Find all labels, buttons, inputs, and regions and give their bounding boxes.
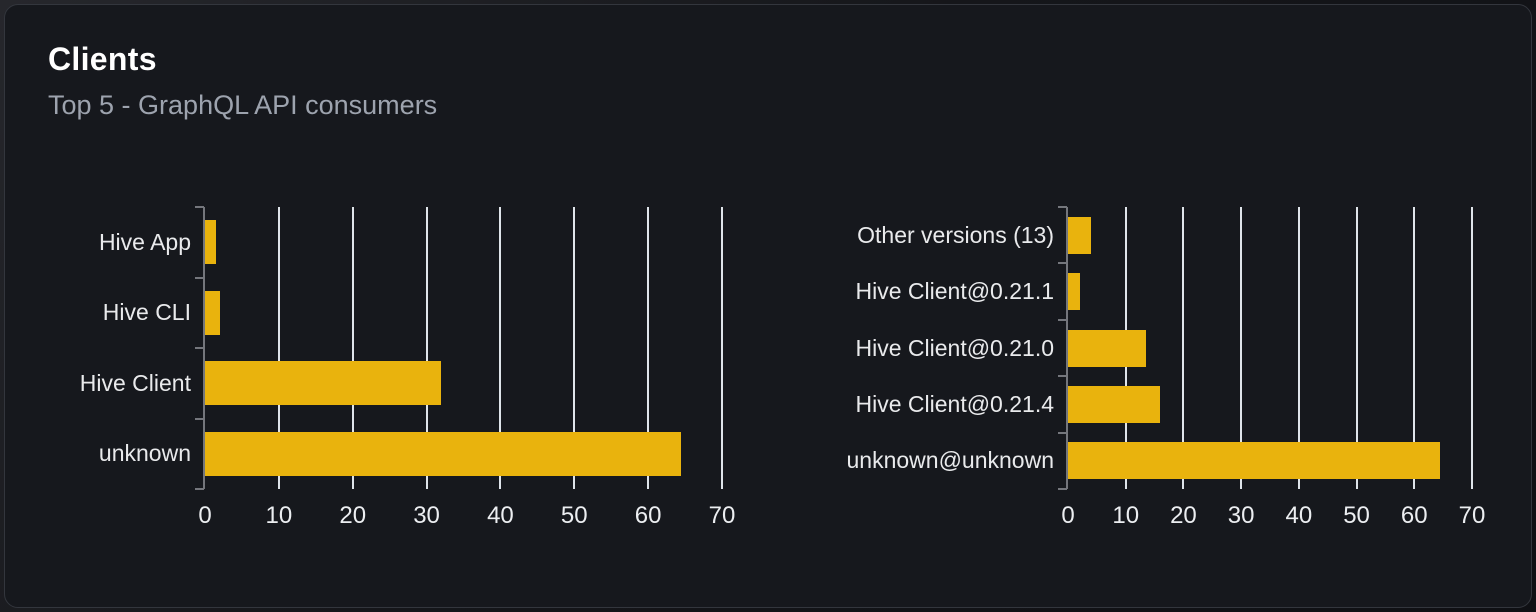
bar-rows xyxy=(205,207,722,489)
x-axis-tick-label: 40 xyxy=(487,502,514,529)
x-axis-tick-label: 60 xyxy=(1400,502,1428,529)
bar-row xyxy=(1068,376,1472,432)
y-axis-tick xyxy=(1058,431,1067,434)
bar-row xyxy=(1068,320,1472,376)
x-axis-tick-label: 30 xyxy=(1227,502,1255,529)
y-axis-tick xyxy=(195,276,204,279)
plot-area xyxy=(1058,206,1473,490)
clients-by-version-chart: Other versions (13) Hive Client@0.21.1 Hiv… xyxy=(840,206,1485,532)
plot-column: 0 10 20 30 40 50 60 70 xyxy=(195,206,735,532)
card-header: Clients Top 5 - GraphQL API consumers xyxy=(5,5,1531,121)
bar-row xyxy=(1068,263,1472,319)
category-labels-column: Hive App Hive CLI Hive Client unknown xyxy=(48,207,205,489)
bar-hive-client[interactable] xyxy=(205,361,442,406)
gridline xyxy=(1182,207,1185,489)
x-axis-tick-label: 0 xyxy=(198,502,212,529)
x-axis-tick-label: 10 xyxy=(1112,502,1140,529)
charts-row: Hive App Hive CLI Hive Client unknown 0 10 20… xyxy=(48,206,1485,532)
x-axis-tick-label: 50 xyxy=(1343,502,1370,529)
x-axis-tick-label: 70 xyxy=(1458,502,1486,529)
bar-hive-client-0.21.4[interactable] xyxy=(1068,385,1161,423)
y-axis-line xyxy=(203,207,205,489)
gridline xyxy=(351,207,354,489)
category-label: Other versions (13) xyxy=(857,221,1054,248)
x-axis-tick-label: 20 xyxy=(1170,502,1197,529)
y-axis-tick xyxy=(1058,318,1067,321)
x-axis-tick-label: 60 xyxy=(634,502,662,529)
gridline xyxy=(499,207,502,489)
card-title: Clients xyxy=(48,41,157,77)
x-axis-tick-label: 30 xyxy=(413,502,440,529)
x-axis-tick-label: 0 xyxy=(1061,502,1075,529)
y-axis-tick xyxy=(1058,262,1067,265)
gridline xyxy=(1297,207,1300,489)
bar-row xyxy=(205,348,722,419)
x-axis-tick-label: 10 xyxy=(265,502,293,529)
gridline xyxy=(1413,207,1416,489)
category-label: unknown@unknown xyxy=(846,447,1054,474)
x-axis-tick-labels: 0 10 20 30 40 50 60 70 xyxy=(198,502,735,532)
category-labels-column: Other versions (13) Hive Client@0.21.1 Hiv… xyxy=(840,207,1068,489)
category-label: Hive CLI xyxy=(102,299,191,326)
gridline xyxy=(277,207,280,489)
x-axis-tick-label: 70 xyxy=(708,502,736,529)
chart-body: Hive App Hive CLI Hive Client unknown 0 10 20… xyxy=(48,206,735,532)
clients-by-name-chart: Hive App Hive CLI Hive Client unknown 0 10 20… xyxy=(48,206,735,532)
category-label: unknown xyxy=(98,440,191,467)
y-axis-tick xyxy=(195,347,204,349)
bar-rows xyxy=(1068,207,1472,489)
x-axis-tick-label: 20 xyxy=(339,502,367,529)
category-label: Hive Client xyxy=(79,369,191,396)
y-axis-tick xyxy=(1058,206,1067,208)
gridline xyxy=(1471,207,1473,489)
x-axis-tick-labels: 0 10 20 30 40 50 60 70 xyxy=(1061,502,1485,532)
y-axis-tick xyxy=(195,488,204,490)
gridline xyxy=(1240,207,1243,489)
bar-unknown-unknown[interactable] xyxy=(1068,442,1441,480)
gridline xyxy=(425,207,428,489)
bar-other-versions-13-[interactable] xyxy=(1068,216,1092,254)
category-label: Hive App xyxy=(98,228,191,255)
y-axis-tick xyxy=(195,206,204,208)
y-axis-line xyxy=(1066,207,1068,489)
card-subtitle: Top 5 - GraphQL API consumers xyxy=(48,90,438,120)
x-axis-tick-label: 40 xyxy=(1285,502,1313,529)
category-label: Hive Client@0.21.1 xyxy=(855,278,1055,305)
plot-area xyxy=(195,206,723,490)
bar-hive-app[interactable] xyxy=(205,220,217,265)
bar-hive-client-0.21.1[interactable] xyxy=(1068,273,1080,311)
category-label: Hive Client@0.21.4 xyxy=(855,390,1055,417)
bar-row xyxy=(1068,207,1472,263)
gridline xyxy=(1355,207,1358,489)
y-axis-tick xyxy=(1058,488,1067,490)
bar-hive-client-0.21.0[interactable] xyxy=(1068,329,1146,367)
bar-hive-cli[interactable] xyxy=(205,290,220,335)
category-label: Hive Client@0.21.0 xyxy=(855,334,1055,361)
y-axis-tick xyxy=(195,417,204,420)
bar-unknown[interactable] xyxy=(205,431,682,476)
bar-row xyxy=(205,278,722,349)
bar-row xyxy=(1068,433,1472,489)
plot-column: 0 10 20 30 40 50 60 70 xyxy=(1058,206,1485,532)
gridline xyxy=(573,207,576,489)
bar-row xyxy=(205,419,722,490)
x-axis-tick-label: 50 xyxy=(560,502,588,529)
clients-card: Clients Top 5 - GraphQL API consumers Hi… xyxy=(4,4,1532,608)
gridline xyxy=(721,207,723,489)
chart-body: Other versions (13) Hive Client@0.21.1 Hiv… xyxy=(840,206,1485,532)
y-axis-tick xyxy=(1058,375,1067,378)
bar-row xyxy=(205,207,722,278)
gridline xyxy=(647,207,650,489)
